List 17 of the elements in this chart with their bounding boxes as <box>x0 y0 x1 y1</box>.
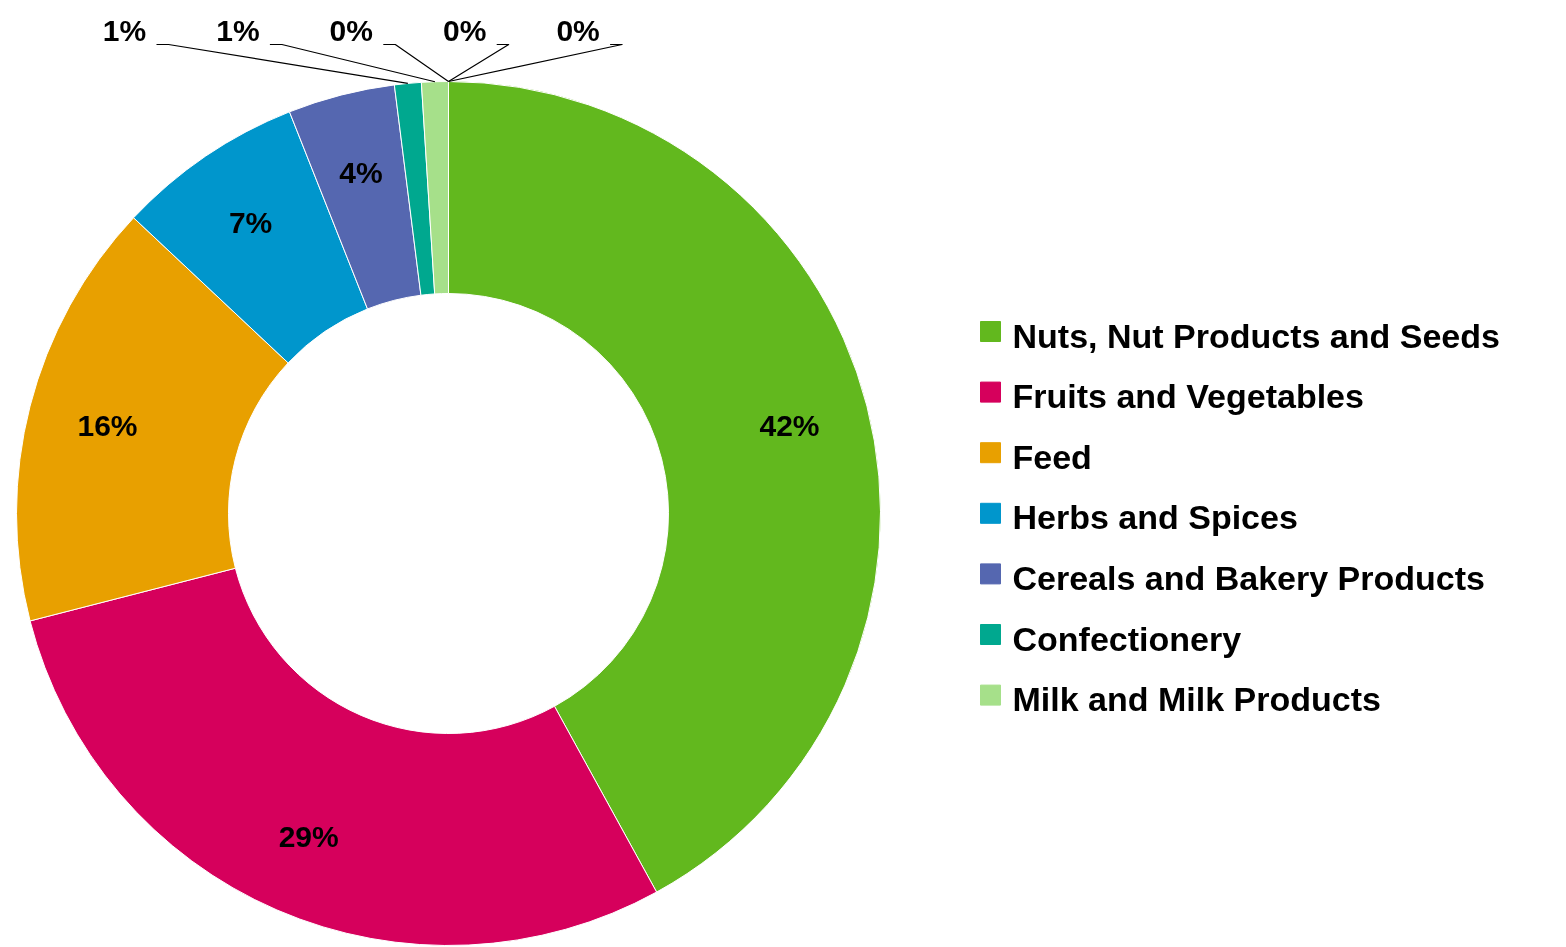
legend-label: Nuts, Nut Products and Seeds <box>1012 316 1500 355</box>
legend-label: Milk and Milk Products <box>1012 680 1381 719</box>
legend-label: Herbs and Spices <box>1012 498 1298 537</box>
legend-label: Cereals and Bakery Products <box>1012 558 1485 597</box>
text: 0% <box>556 14 600 47</box>
data-label: 1% <box>216 14 260 47</box>
data-label: 29% <box>278 820 339 854</box>
data-label: 7% <box>228 205 273 239</box>
legend-label: Feed <box>1012 437 1092 476</box>
data-label: 16% <box>77 409 138 443</box>
legend-label: Fruits and Vegetables <box>1012 377 1364 416</box>
data-label: 1% <box>102 14 147 47</box>
text: 0% <box>329 14 373 47</box>
text: 0% <box>443 14 487 47</box>
legend-label: Confectionery <box>1012 619 1242 658</box>
data-label: 4% <box>339 155 383 189</box>
data-label: 42% <box>759 409 820 443</box>
